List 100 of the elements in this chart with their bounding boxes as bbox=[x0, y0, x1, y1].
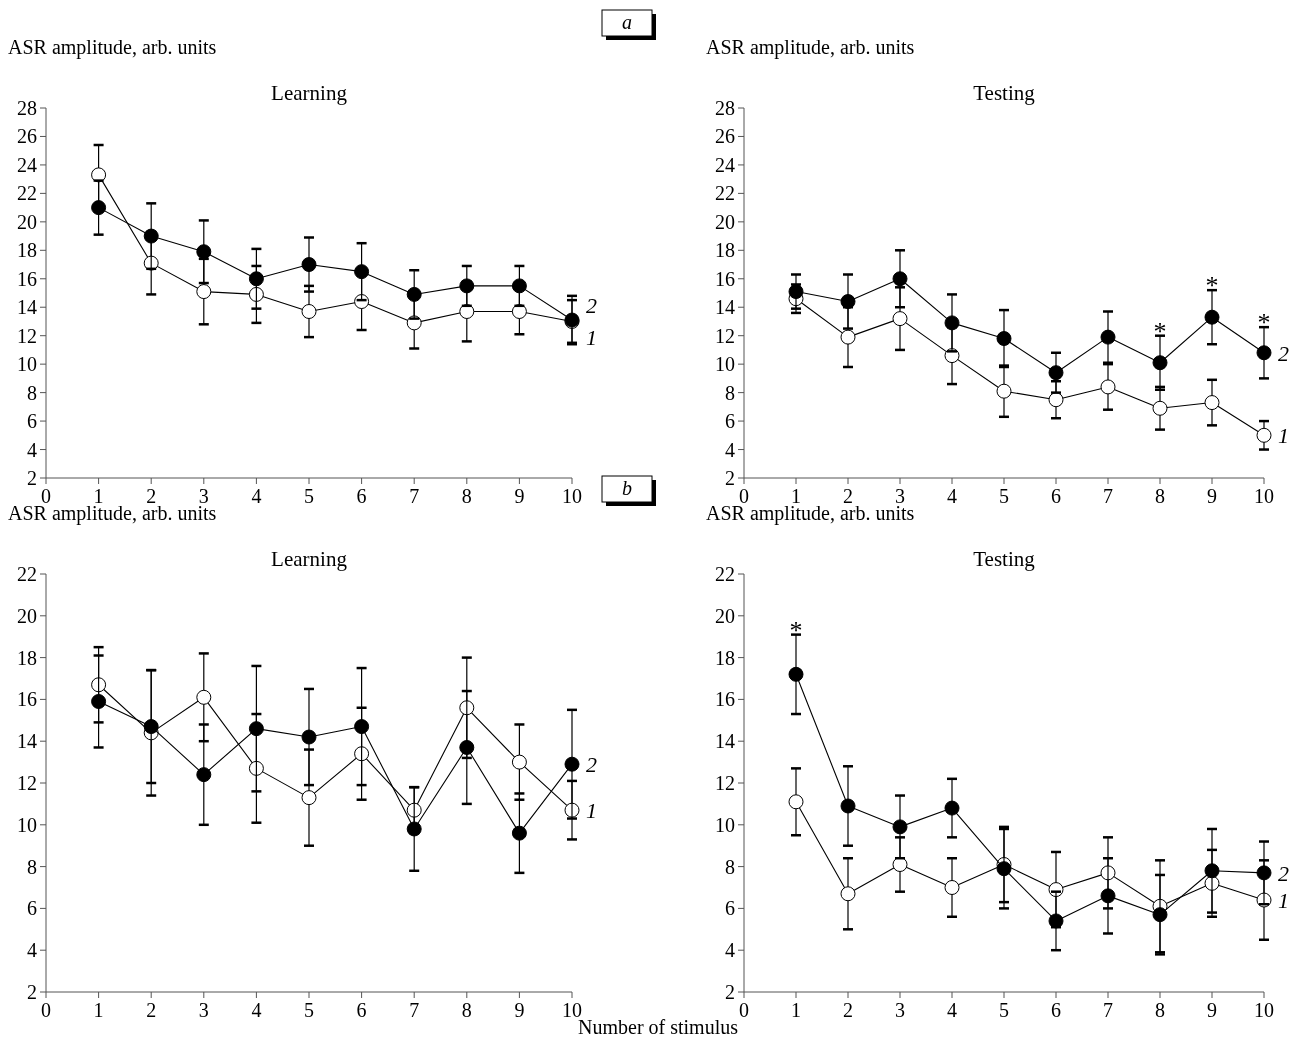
y-tick-label: 18 bbox=[17, 239, 37, 262]
x-tick-label: 3 bbox=[895, 999, 905, 1021]
y-tick-label: 20 bbox=[715, 604, 735, 627]
y-axis-title: ASR amplitude, arb. units bbox=[8, 36, 217, 59]
y-tick-label: 12 bbox=[715, 324, 735, 347]
series-label: 2 bbox=[586, 292, 597, 318]
y-tick-label: 10 bbox=[715, 353, 735, 376]
series-label: 1 bbox=[1278, 423, 1289, 449]
y-tick-label: 2 bbox=[725, 467, 735, 489]
y-tick-label: 22 bbox=[17, 563, 37, 585]
x-tick-label: 5 bbox=[999, 485, 1009, 507]
y-tick-label: 28 bbox=[715, 97, 735, 119]
x-tick-label: 4 bbox=[947, 999, 957, 1021]
y-tick-label: 24 bbox=[715, 153, 735, 176]
x-tick-label: 5 bbox=[999, 999, 1009, 1021]
x-tick-label: 0 bbox=[739, 999, 749, 1021]
y-tick-label: 20 bbox=[17, 604, 37, 627]
y-tick-label: 26 bbox=[715, 125, 735, 148]
chart-title: Learning bbox=[271, 547, 348, 571]
x-tick-label: 6 bbox=[356, 999, 367, 1021]
x-tick-label: 7 bbox=[409, 999, 420, 1021]
y-tick-label: 20 bbox=[17, 210, 37, 233]
y-tick-label: 14 bbox=[715, 296, 735, 319]
y-tick-label: 16 bbox=[17, 688, 37, 711]
y-tick-label: 16 bbox=[17, 267, 37, 290]
x-tick-label: 4 bbox=[251, 485, 262, 507]
y-tick-label: 6 bbox=[27, 410, 37, 433]
x-tick-label: 6 bbox=[356, 485, 367, 507]
chart-title: Learning bbox=[271, 81, 348, 105]
series-label: 1 bbox=[586, 798, 597, 824]
y-tick-label: 20 bbox=[715, 210, 735, 233]
y-tick-label: 10 bbox=[17, 353, 37, 376]
chart-title: Testing bbox=[973, 547, 1036, 571]
chart-title: Testing bbox=[973, 81, 1036, 105]
x-tick-label: 8 bbox=[1155, 999, 1165, 1021]
y-tick-label: 28 bbox=[17, 97, 37, 119]
y-tick-label: 6 bbox=[725, 410, 735, 433]
y-tick-label: 2 bbox=[27, 981, 37, 1003]
y-tick-label: 26 bbox=[17, 125, 37, 148]
annotation: * bbox=[1257, 308, 1271, 338]
y-tick-label: 10 bbox=[715, 813, 735, 836]
y-tick-label: 6 bbox=[725, 897, 735, 920]
x-tick-label: 6 bbox=[1051, 999, 1061, 1021]
series-label: 1 bbox=[1278, 888, 1289, 914]
annotation: * bbox=[789, 615, 803, 645]
y-tick-label: 12 bbox=[17, 772, 37, 794]
x-tick-label: 5 bbox=[304, 999, 314, 1021]
x-tick-label: 2 bbox=[146, 999, 157, 1021]
x-tick-label: 6 bbox=[1051, 485, 1061, 507]
y-tick-label: 14 bbox=[17, 730, 37, 753]
x-tick-label: 9 bbox=[1207, 999, 1217, 1021]
x-tick-label: 10 bbox=[562, 485, 582, 507]
y-tick-label: 16 bbox=[715, 688, 735, 711]
y-tick-label: 8 bbox=[725, 855, 735, 878]
y-tick-label: 24 bbox=[17, 153, 37, 176]
y-tick-label: 22 bbox=[715, 182, 735, 205]
y-tick-label: 4 bbox=[725, 939, 735, 962]
x-tick-label: 8 bbox=[461, 999, 472, 1021]
x-tick-label: 2 bbox=[843, 999, 853, 1021]
annotation: * bbox=[1153, 316, 1167, 346]
y-tick-label: 10 bbox=[17, 813, 37, 836]
x-tick-label: 3 bbox=[198, 999, 209, 1021]
y-tick-label: 4 bbox=[27, 438, 37, 461]
x-tick-label: 4 bbox=[947, 485, 957, 507]
y-tick-label: 8 bbox=[725, 381, 735, 404]
series-label: 2 bbox=[586, 752, 597, 778]
y-tick-label: 8 bbox=[27, 381, 37, 404]
x-tick-label: 10 bbox=[1254, 999, 1274, 1021]
x-tick-label: 1 bbox=[791, 999, 801, 1021]
text: a bbox=[622, 11, 632, 33]
y-axis-title: ASR amplitude, arb. units bbox=[706, 36, 915, 59]
y-tick-label: 2 bbox=[725, 981, 735, 1003]
x-tick-label: 9 bbox=[1207, 485, 1217, 507]
text: b bbox=[622, 477, 632, 499]
y-tick-label: 4 bbox=[27, 939, 37, 962]
x-tick-label: 9 bbox=[514, 485, 525, 507]
y-tick-label: 18 bbox=[715, 239, 735, 262]
x-tick-label: 10 bbox=[1254, 485, 1274, 507]
y-tick-label: 6 bbox=[27, 897, 37, 920]
y-tick-label: 18 bbox=[715, 646, 735, 669]
x-tick-label: 4 bbox=[251, 999, 262, 1021]
y-tick-label: 22 bbox=[715, 563, 735, 585]
y-tick-label: 22 bbox=[17, 182, 37, 205]
x-tick-label: 0 bbox=[41, 999, 51, 1021]
annotation: * bbox=[1205, 271, 1219, 301]
y-tick-label: 2 bbox=[27, 467, 37, 489]
y-tick-label: 12 bbox=[715, 772, 735, 794]
x-tick-label: 8 bbox=[461, 485, 472, 507]
y-tick-label: 14 bbox=[17, 296, 37, 319]
x-tick-label: 7 bbox=[1103, 999, 1113, 1021]
series-label: 1 bbox=[586, 324, 597, 350]
x-tick-label: 9 bbox=[514, 999, 525, 1021]
x-tick-label: 8 bbox=[1155, 485, 1165, 507]
y-tick-label: 16 bbox=[715, 267, 735, 290]
x-tick-label: 5 bbox=[304, 485, 314, 507]
series-label: 2 bbox=[1278, 860, 1289, 886]
x-tick-label: 7 bbox=[1103, 485, 1113, 507]
x-tick-label: 1 bbox=[93, 999, 104, 1021]
y-tick-label: 12 bbox=[17, 324, 37, 347]
series-label: 2 bbox=[1278, 340, 1289, 366]
